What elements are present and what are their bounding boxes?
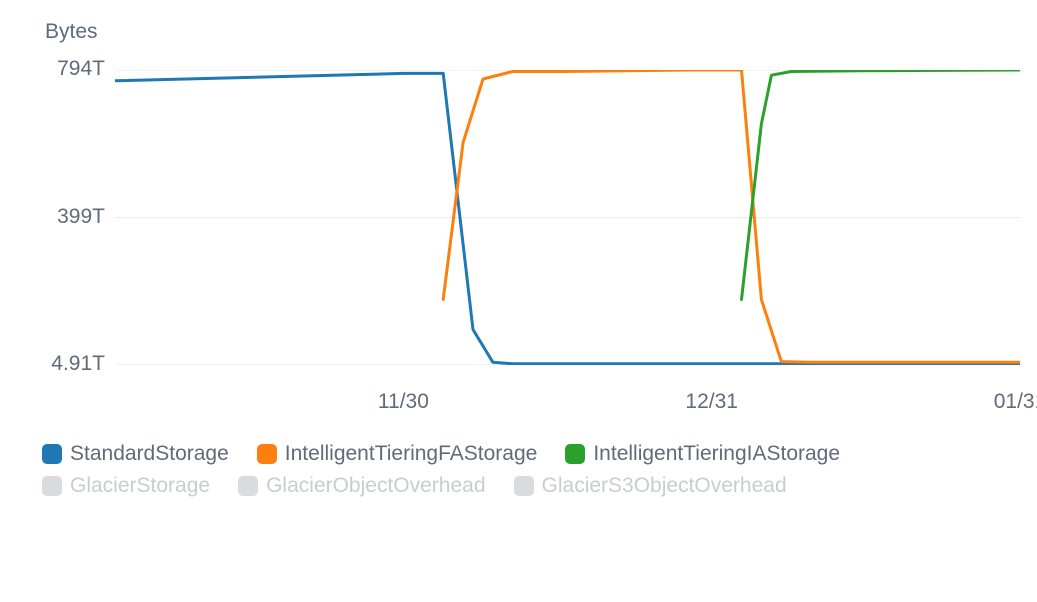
legend-swatch-0 (42, 444, 62, 464)
legend-label-5: GlacierS3ObjectOverhead (542, 474, 787, 498)
x-tick-label-0: 11/30 (378, 390, 429, 414)
legend-label-2: IntelligentTieringIAStorage (593, 442, 840, 466)
legend-label-3: GlacierStorage (70, 474, 210, 498)
chart-container: Bytes 4.91T 399T 794T 11/30 12/31 01/31 … (0, 0, 1037, 602)
legend-label-1: IntelligentTieringFAStorage (285, 442, 538, 466)
legend-swatch-1 (257, 444, 277, 464)
x-tick-label-2: 01/31 (994, 390, 1037, 414)
series-group (115, 70, 1020, 364)
y-tick-label-2: 794T (0, 57, 105, 81)
series-line-0 (115, 73, 1020, 363)
legend-item-3[interactable]: GlacierStorage (42, 474, 210, 498)
legend-item-5[interactable]: GlacierS3ObjectOverhead (514, 474, 787, 498)
series-line-2 (742, 70, 1021, 300)
legend-item-2[interactable]: IntelligentTieringIAStorage (565, 442, 840, 466)
series-line-1 (443, 70, 1020, 362)
legend-swatch-2 (565, 444, 585, 464)
legend-item-4[interactable]: GlacierObjectOverhead (238, 474, 485, 498)
legend-swatch-5 (514, 476, 534, 496)
legend-label-0: StandardStorage (70, 442, 229, 466)
legend-item-1[interactable]: IntelligentTieringFAStorage (257, 442, 538, 466)
y-tick-label-0: 4.91T (0, 352, 105, 376)
legend-swatch-3 (42, 476, 62, 496)
x-tick-label-1: 12/31 (685, 390, 738, 414)
legend-swatch-4 (238, 476, 258, 496)
y-tick-label-1: 399T (0, 205, 105, 229)
legend-item-0[interactable]: StandardStorage (42, 442, 229, 466)
gridlines (115, 70, 1020, 365)
legend-label-4: GlacierObjectOverhead (266, 474, 485, 498)
legend: StandardStorage IntelligentTieringFAStor… (42, 442, 1002, 498)
chart-title: Bytes (45, 20, 98, 44)
plot-area (115, 70, 1020, 365)
